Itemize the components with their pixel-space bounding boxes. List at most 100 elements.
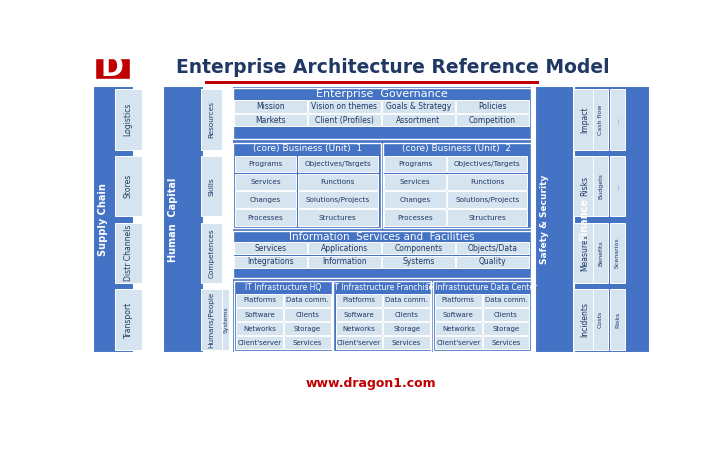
Text: Processes: Processes bbox=[397, 215, 433, 220]
Text: Incidents: Incidents bbox=[580, 302, 589, 337]
Text: Enterprise Architecture Reference Model: Enterprise Architecture Reference Model bbox=[176, 58, 610, 77]
Bar bbox=[447, 156, 527, 172]
Text: Mission: Mission bbox=[256, 102, 285, 111]
Bar bbox=[435, 294, 481, 307]
Text: Markets: Markets bbox=[255, 116, 286, 125]
Text: Applications: Applications bbox=[320, 243, 368, 252]
Text: Client (Profiles): Client (Profiles) bbox=[315, 116, 374, 125]
Bar bbox=[574, 86, 650, 353]
Text: Systems: Systems bbox=[223, 306, 228, 333]
Bar bbox=[435, 308, 481, 321]
Text: Clients: Clients bbox=[394, 311, 418, 318]
Text: Information  Services and  Facilities: Information Services and Facilities bbox=[289, 232, 475, 242]
Bar bbox=[483, 308, 529, 321]
Text: Storage: Storage bbox=[492, 326, 519, 332]
Bar bbox=[610, 90, 626, 150]
Text: Clients: Clients bbox=[295, 311, 319, 318]
Text: Integrations: Integrations bbox=[247, 257, 294, 266]
Bar bbox=[234, 256, 307, 268]
Text: Humans/People: Humans/People bbox=[209, 291, 215, 348]
Bar bbox=[297, 191, 378, 208]
Bar bbox=[232, 86, 532, 353]
Bar bbox=[234, 281, 332, 351]
Bar bbox=[483, 322, 529, 335]
Text: Risks: Risks bbox=[580, 176, 589, 196]
Bar bbox=[115, 223, 142, 283]
Bar bbox=[384, 337, 430, 349]
Text: Client'server: Client'server bbox=[337, 340, 381, 346]
Text: Programs: Programs bbox=[398, 161, 432, 167]
Bar bbox=[483, 294, 529, 307]
Text: Risks: Risks bbox=[615, 311, 620, 328]
Bar bbox=[336, 337, 382, 349]
Bar bbox=[384, 294, 430, 307]
Bar bbox=[284, 322, 331, 335]
Bar bbox=[610, 223, 626, 283]
Bar bbox=[308, 114, 381, 126]
Bar bbox=[456, 256, 529, 268]
Bar bbox=[308, 242, 381, 254]
Bar bbox=[236, 322, 283, 335]
Text: Client'server: Client'server bbox=[238, 340, 282, 346]
Text: IT Infrastructure HQ: IT Infrastructure HQ bbox=[245, 283, 321, 292]
Bar bbox=[235, 209, 296, 226]
Text: Services: Services bbox=[492, 340, 521, 346]
Bar bbox=[384, 209, 446, 226]
Bar bbox=[456, 114, 529, 126]
Text: Transport: Transport bbox=[124, 302, 133, 338]
Text: Information: Information bbox=[322, 257, 367, 266]
Text: Safety & Security: Safety & Security bbox=[540, 175, 550, 264]
Bar bbox=[202, 289, 222, 350]
Text: Client'server: Client'server bbox=[436, 340, 481, 346]
Bar bbox=[593, 90, 608, 150]
Text: ...: ... bbox=[615, 117, 620, 123]
Text: Budgets: Budgets bbox=[598, 173, 603, 199]
Bar bbox=[234, 100, 307, 112]
Text: Objectives/Targets: Objectives/Targets bbox=[454, 161, 521, 167]
Bar bbox=[535, 86, 576, 353]
Text: Systems: Systems bbox=[402, 257, 434, 266]
Text: Structures: Structures bbox=[468, 215, 506, 220]
Text: Functions: Functions bbox=[470, 179, 505, 184]
Bar bbox=[162, 86, 204, 353]
Text: Software: Software bbox=[443, 311, 473, 318]
Text: Platforms: Platforms bbox=[342, 297, 376, 303]
Text: Storage: Storage bbox=[294, 326, 320, 332]
Bar bbox=[235, 174, 296, 190]
Text: Changes: Changes bbox=[399, 197, 431, 202]
Bar bbox=[384, 156, 446, 172]
Text: Solutions/Projects: Solutions/Projects bbox=[455, 197, 519, 202]
Text: Networks: Networks bbox=[442, 326, 475, 332]
Text: Benefits: Benefits bbox=[598, 240, 603, 266]
Text: Services: Services bbox=[392, 340, 421, 346]
Text: (core) Business (Unit)  2: (core) Business (Unit) 2 bbox=[402, 144, 511, 153]
Text: Structures: Structures bbox=[319, 215, 357, 220]
Text: Changes: Changes bbox=[249, 197, 281, 202]
Bar bbox=[115, 156, 142, 216]
Bar bbox=[297, 174, 378, 190]
Bar bbox=[235, 191, 296, 208]
Text: Impact: Impact bbox=[580, 106, 589, 133]
Text: Networks: Networks bbox=[244, 326, 276, 332]
Bar bbox=[384, 322, 430, 335]
Bar bbox=[456, 242, 529, 254]
Bar bbox=[382, 242, 455, 254]
Text: Finance: Finance bbox=[579, 198, 589, 241]
Text: Objectives/Targets: Objectives/Targets bbox=[304, 161, 371, 167]
Text: Quality: Quality bbox=[478, 257, 506, 266]
Text: Networks: Networks bbox=[343, 326, 376, 332]
Bar bbox=[382, 100, 455, 112]
Bar bbox=[94, 58, 130, 79]
Text: Logistics: Logistics bbox=[124, 103, 133, 136]
Bar bbox=[202, 90, 222, 150]
Bar bbox=[483, 337, 529, 349]
Bar bbox=[334, 281, 431, 351]
Bar bbox=[433, 281, 531, 351]
Text: Clients: Clients bbox=[494, 311, 518, 318]
Bar bbox=[202, 156, 222, 216]
Text: Measures: Measures bbox=[580, 234, 589, 271]
Bar bbox=[447, 174, 527, 190]
Bar bbox=[223, 289, 229, 350]
Bar bbox=[447, 191, 527, 208]
Bar bbox=[384, 174, 446, 190]
